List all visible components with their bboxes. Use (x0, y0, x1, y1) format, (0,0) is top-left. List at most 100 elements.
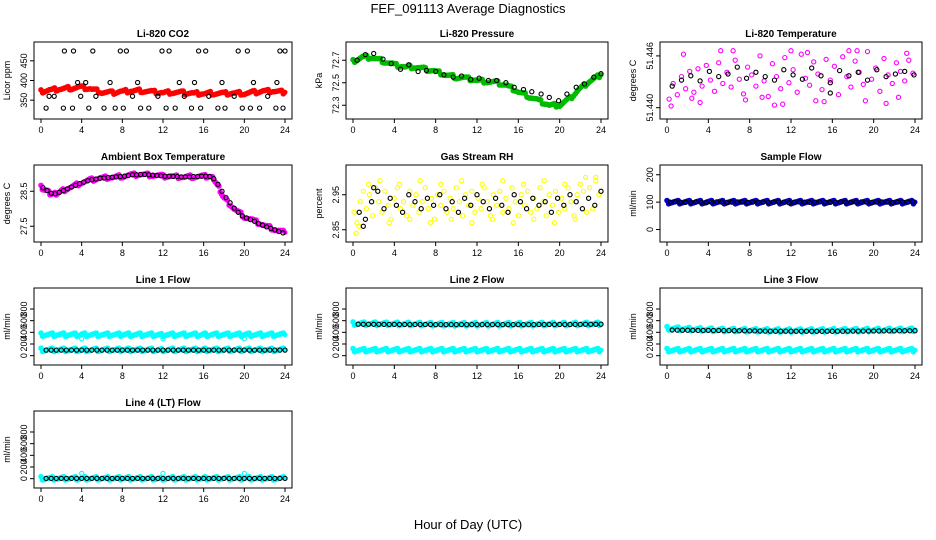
data-point (509, 185, 515, 191)
data-point (827, 80, 833, 86)
data-point (782, 54, 788, 61)
data-point (216, 347, 222, 353)
data-point (365, 321, 372, 327)
data-point (814, 328, 820, 334)
x-tick-label: 24 (910, 371, 920, 381)
data-point (871, 328, 877, 334)
data-point (267, 347, 273, 353)
data-point (267, 475, 273, 482)
data-point (468, 202, 474, 208)
data-point (282, 475, 288, 482)
data-point (175, 347, 181, 353)
data-point (170, 475, 176, 482)
plot-frame (659, 41, 923, 120)
series-spikes (79, 470, 247, 477)
data-point (824, 328, 830, 334)
x-tick-label: 12 (472, 248, 482, 258)
y-axis-label: ml/min (2, 436, 12, 463)
data-point (150, 475, 156, 482)
x-tick-label: 0 (664, 371, 669, 381)
data-point (160, 336, 166, 342)
data-point (524, 188, 531, 194)
series-averages (669, 64, 917, 96)
y-tick-label: 800 (645, 301, 655, 316)
data-point (551, 321, 558, 328)
data-point (572, 321, 578, 328)
data-point (448, 216, 454, 222)
data-point (94, 475, 100, 482)
data-point (562, 181, 568, 187)
x-tick-label: 16 (199, 248, 209, 258)
data-point (160, 475, 166, 482)
x-tick-label: 20 (869, 371, 879, 381)
data-point (546, 321, 552, 328)
x-tick-label: 8 (120, 248, 125, 258)
data-point (674, 92, 680, 98)
data-point (707, 77, 714, 83)
data-point (730, 48, 736, 54)
data-point (474, 192, 480, 198)
data-point (693, 199, 699, 205)
y-tick-label: 72.3 (331, 96, 341, 114)
data-point (360, 223, 366, 229)
data-point (251, 218, 258, 224)
data-point (791, 199, 797, 205)
data-point (155, 347, 161, 353)
data-point (74, 79, 81, 86)
data-point (850, 328, 856, 334)
x-tick-label: 16 (827, 371, 837, 381)
data-point (70, 48, 77, 54)
data-point (280, 105, 286, 111)
data-point (528, 209, 534, 215)
data-point (458, 321, 465, 328)
x-tick-label: 0 (350, 248, 355, 258)
y-tick-label: 400 (19, 73, 29, 88)
y-axis-label: ml/min (314, 313, 324, 340)
data-point (902, 328, 908, 334)
data-point (736, 76, 742, 82)
data-point (89, 475, 95, 482)
data-point (43, 347, 49, 353)
data-point (572, 216, 578, 222)
data-point (710, 327, 717, 334)
data-point (197, 105, 204, 111)
data-point (433, 321, 439, 328)
x-tick-label: 12 (158, 371, 168, 381)
y-tick-label: 800 (19, 301, 29, 316)
data-point (778, 86, 784, 92)
series-inactive (664, 345, 918, 355)
x-tick-label: 8 (433, 248, 438, 258)
data-point (73, 347, 80, 353)
data-point (510, 321, 516, 328)
data-point (375, 188, 381, 194)
data-point (357, 199, 363, 205)
data-point (363, 206, 370, 212)
series-averages (40, 171, 286, 236)
data-point (736, 328, 742, 334)
x-tick-label: 8 (433, 371, 438, 381)
y-axis-label: ml/min (628, 190, 638, 217)
data-point (771, 77, 778, 83)
data-point (455, 209, 462, 215)
data-point (362, 216, 369, 222)
data-point (397, 66, 404, 72)
y-tick-label: 0 (331, 353, 341, 358)
data-point (48, 475, 54, 482)
data-point (353, 230, 359, 236)
y-axis-label: percent (314, 188, 324, 219)
y-axis-label: degrees C (628, 59, 638, 101)
data-point (518, 192, 525, 198)
data-point (464, 321, 470, 328)
data-point (743, 75, 750, 81)
data-point (775, 199, 782, 205)
data-point (579, 206, 586, 212)
data-point (666, 96, 672, 102)
x-tick-label: 24 (280, 248, 290, 258)
data-point (835, 92, 842, 98)
data-point (515, 213, 521, 219)
data-point (137, 105, 144, 111)
data-point (146, 105, 152, 111)
data-point (669, 83, 675, 89)
data-point (99, 475, 105, 482)
data-point (858, 199, 864, 205)
